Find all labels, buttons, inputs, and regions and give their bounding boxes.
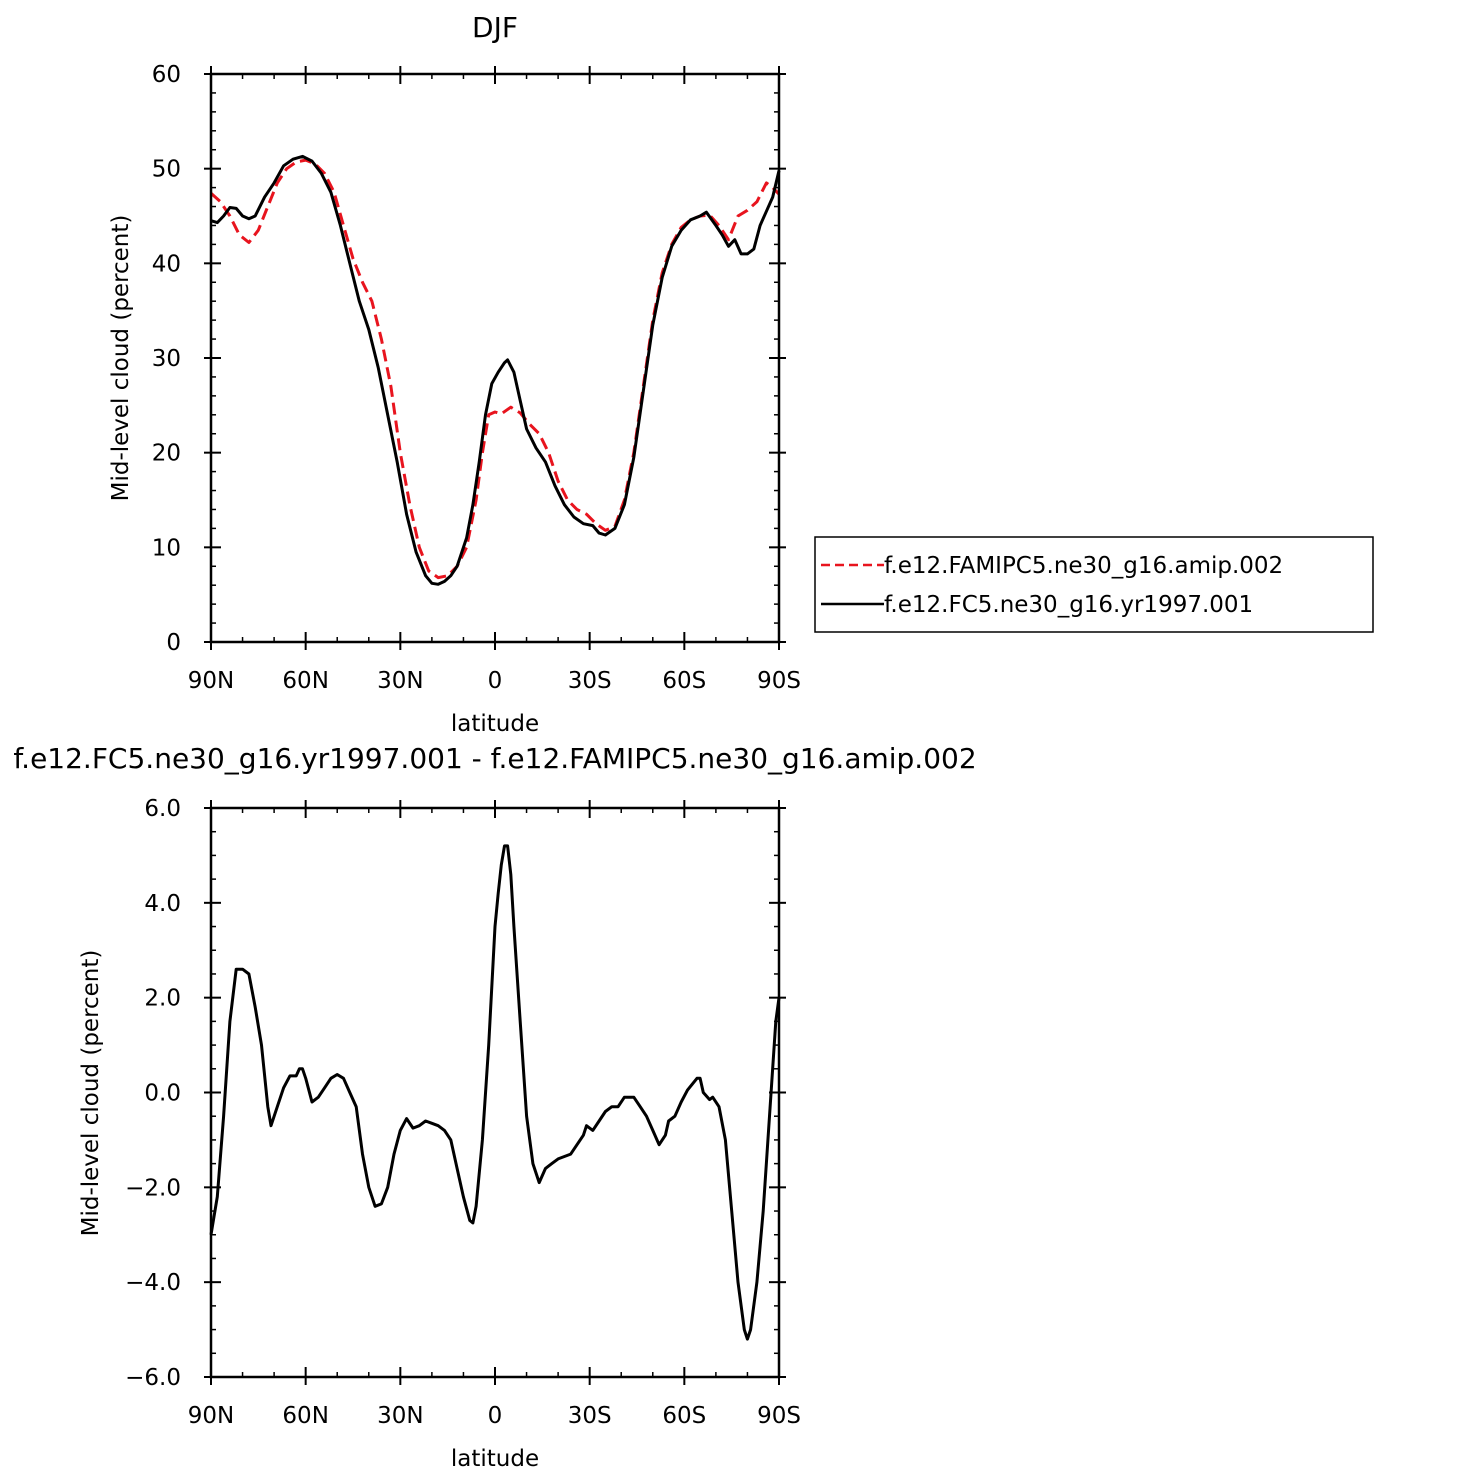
top-y-tick-label: 10	[152, 535, 181, 561]
bottom-y-axis-label: Mid-level cloud (percent)	[78, 950, 104, 1237]
top-x-tick-label: 30S	[568, 668, 612, 694]
legend-frame	[814, 536, 1374, 633]
bottom-x-tick-label: 60N	[282, 1403, 328, 1429]
legend: f.e12.FAMIPC5.ne30_g16.amip.002 f.e12.FC…	[814, 536, 1374, 633]
top-x-tick-label: 0	[488, 668, 503, 694]
bottom-y-tick-label: −2.0	[125, 1175, 181, 1201]
top-y-axis-label: Mid-level cloud (percent)	[108, 215, 134, 502]
bottom-y-tick-label: 0.0	[144, 1081, 181, 1107]
bottom-y-tick-label: −6.0	[125, 1365, 181, 1391]
bottom-series-line-0	[209, 844, 781, 1341]
top-y-tick-label: 30	[152, 346, 181, 372]
bottom-x-tick-labels: 90N 60N 30N 0 30S 60S 90S	[188, 1403, 801, 1429]
top-y-tick-label: 60	[152, 62, 181, 88]
bottom-panel: f.e12.FC5.ne30_g16.yr1997.001 - f.e12.FA…	[13, 742, 976, 1472]
top-x-tick-labels: 90N 60N 30N 0 30S 60S 90S	[188, 668, 801, 694]
bottom-panel-title: f.e12.FC5.ne30_g16.yr1997.001 - f.e12.FA…	[13, 742, 976, 775]
top-panel: DJF 90N 60N 30N 0 30S 60S 90S 0 10 20 30 40 50 60 la…	[108, 11, 801, 737]
top-x-tick-label: 90S	[757, 668, 801, 694]
top-y-tick-label: 20	[152, 441, 181, 467]
bottom-x-tick-label: 90N	[188, 1403, 234, 1429]
top-series-lines	[209, 154, 781, 586]
top-x-tick-label: 90N	[188, 668, 234, 694]
top-x-axis-label: latitude	[451, 711, 539, 737]
bottom-y-tick-labels: −6.0 −4.0 −2.0 0.0 2.0 4.0 6.0	[125, 796, 181, 1391]
bottom-x-tick-label: 60S	[662, 1403, 706, 1429]
bottom-tick-marks	[204, 800, 786, 1385]
bottom-x-axis-label: latitude	[451, 1446, 539, 1472]
legend-label-fc5: f.e12.FC5.ne30_g16.yr1997.001	[884, 592, 1253, 618]
top-series-line-1	[210, 154, 781, 586]
bottom-x-tick-label: 30S	[568, 1403, 612, 1429]
bottom-series-lines	[209, 844, 781, 1341]
bottom-y-tick-label: 2.0	[144, 986, 181, 1012]
top-x-tick-label: 60S	[662, 668, 706, 694]
bottom-x-tick-label: 30N	[377, 1403, 423, 1429]
top-panel-title: DJF	[472, 11, 518, 44]
bottom-x-tick-label: 0	[488, 1403, 503, 1429]
bottom-y-tick-label: 6.0	[144, 796, 181, 822]
bottom-y-tick-label: 4.0	[144, 891, 181, 917]
top-series-line-0	[209, 158, 781, 580]
bottom-y-tick-label: −4.0	[125, 1270, 181, 1296]
top-x-tick-label: 60N	[282, 668, 328, 694]
bottom-x-tick-label: 90S	[757, 1403, 801, 1429]
top-tick-marks	[204, 66, 786, 650]
top-plot-frame	[209, 72, 781, 644]
legend-label-famipc5: f.e12.FAMIPC5.ne30_g16.amip.002	[884, 553, 1283, 579]
top-y-tick-label: 0	[166, 630, 181, 656]
top-x-tick-label: 30N	[377, 668, 423, 694]
bottom-plot-frame	[209, 806, 781, 1379]
top-y-tick-label: 50	[152, 157, 181, 183]
top-y-tick-label: 40	[152, 251, 181, 277]
top-y-tick-labels: 0 10 20 30 40 50 60	[152, 62, 181, 656]
